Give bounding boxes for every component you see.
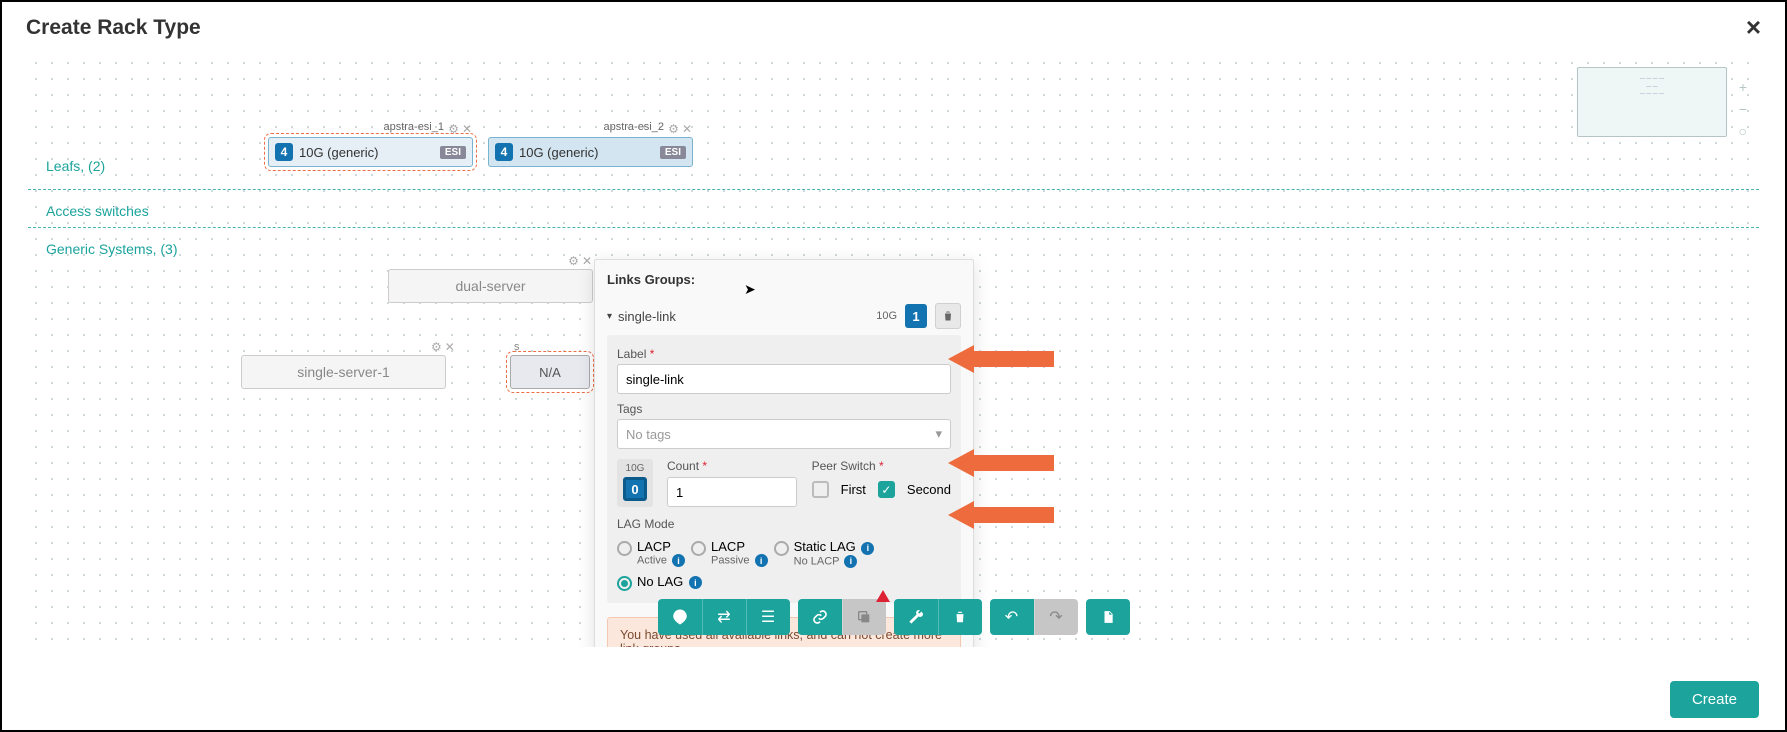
link-count-badge: 1 xyxy=(905,304,927,328)
peer-switch-caption: Peer Switch * xyxy=(812,459,951,473)
tags-placeholder: No tags xyxy=(626,427,671,442)
lag-mode-caption: LAG Mode xyxy=(617,517,951,531)
leaf-tool-button[interactable] xyxy=(658,599,702,635)
node-controls[interactable]: ⚙✕ xyxy=(568,254,592,268)
info-icon[interactable]: i xyxy=(689,576,702,589)
minimap-content: — — — — xyxy=(1586,76,1718,84)
available-links-badge: 0 xyxy=(623,477,647,501)
list-tool-button[interactable]: ☰ xyxy=(746,599,790,635)
close-icon[interactable]: ✕ xyxy=(682,122,692,136)
links-groups-popover: Links Groups: ▾ single-link 10G 1 Label … xyxy=(594,259,974,647)
bottom-toolbar: ⇄ ☰ ↶ ↷ xyxy=(658,599,1130,635)
document-tool-button[interactable] xyxy=(1086,599,1130,635)
callout-arrow xyxy=(948,345,1054,373)
close-icon[interactable]: ✕ xyxy=(582,254,592,268)
leaf-title: apstra-esi_1 xyxy=(383,121,444,133)
info-icon[interactable]: i xyxy=(844,555,857,568)
canvas[interactable]: Leafs, (2) Access switches Generic Syste… xyxy=(28,55,1759,647)
zoom-reset-button[interactable]: ○ xyxy=(1739,123,1747,139)
tags-select[interactable]: No tags ▾ xyxy=(617,419,951,449)
minimap-content: — — — — xyxy=(1586,91,1718,99)
label-input[interactable] xyxy=(617,364,951,394)
port-count-badge: 4 xyxy=(495,143,513,161)
info-icon[interactable]: i xyxy=(672,554,685,567)
node-controls[interactable]: ⚙✕ xyxy=(448,122,472,136)
generic-system-single-server[interactable]: single-server-1 xyxy=(241,355,446,389)
link-group-form: Label * Tags No tags ▾ 10G 0 Count * Pee… xyxy=(607,335,961,603)
count-caption: Count * xyxy=(667,459,798,473)
section-access-label: Access switches xyxy=(46,203,149,219)
popover-title: Links Groups: xyxy=(607,272,961,287)
alert-icon xyxy=(876,590,890,602)
link-group-name: single-link xyxy=(618,309,676,324)
section-generics-label: Generic Systems, (3) xyxy=(46,241,177,257)
esi-badge: ESI xyxy=(440,146,466,159)
link-group-header[interactable]: ▾ single-link xyxy=(607,309,676,324)
node-label: N/A xyxy=(539,365,561,380)
info-icon[interactable]: i xyxy=(755,554,768,567)
zoom-out-button[interactable]: − xyxy=(1739,101,1747,117)
wrench-tool-button[interactable] xyxy=(894,599,938,635)
undo-button[interactable]: ↶ xyxy=(990,599,1034,635)
minimap-content: — — xyxy=(1586,84,1718,92)
close-icon[interactable]: ✕ xyxy=(462,122,472,136)
node-controls[interactable]: ⚙✕ xyxy=(431,340,455,354)
partial-label: s xyxy=(514,341,520,353)
delete-group-button[interactable] xyxy=(935,303,961,329)
lag-static[interactable]: Static LAG iNo LACP i xyxy=(774,539,875,568)
leaf-node-2[interactable]: apstra-esi_2 ⚙✕ 4 10G (generic) ESI xyxy=(488,137,693,167)
zoom-in-button[interactable]: + xyxy=(1739,79,1747,95)
leaf-node-1[interactable]: apstra-esi_1 ⚙✕ 4 10G (generic) ESI xyxy=(268,137,473,167)
leaf-speed: 10G (generic) xyxy=(299,145,434,160)
caret-down-icon: ▾ xyxy=(607,311,612,322)
node-label: single-server-1 xyxy=(297,364,390,380)
swap-tool-button[interactable]: ⇄ xyxy=(702,599,746,635)
label-field-caption: Label * xyxy=(617,347,951,361)
count-input[interactable] xyxy=(667,477,797,507)
minimap[interactable]: — — — — — — — — — — xyxy=(1577,67,1727,137)
peer-first-checkbox[interactable] xyxy=(812,481,829,498)
tags-field-caption: Tags xyxy=(617,402,951,416)
create-button[interactable]: Create xyxy=(1670,681,1759,718)
leaf-title: apstra-esi_2 xyxy=(603,121,664,133)
gear-icon[interactable]: ⚙ xyxy=(568,254,579,268)
delete-tool-button[interactable] xyxy=(938,599,982,635)
close-icon[interactable]: ✕ xyxy=(445,340,455,354)
generic-system-dual-server[interactable]: ⚙✕ dual-server xyxy=(388,269,593,303)
peer-first-label: First xyxy=(841,482,866,497)
gear-icon[interactable]: ⚙ xyxy=(448,122,459,136)
link-speed-hint: 10G xyxy=(876,310,897,322)
peer-second-label: Second xyxy=(907,482,951,497)
speed-badge-zone[interactable]: 10G 0 xyxy=(617,459,653,507)
esi-badge: ESI xyxy=(660,146,686,159)
callout-arrow xyxy=(948,449,1054,477)
section-leafs-label: Leafs, (2) xyxy=(46,158,105,174)
node-controls[interactable]: ⚙✕ xyxy=(668,122,692,136)
callout-arrow xyxy=(948,501,1054,529)
section-divider xyxy=(28,189,1759,190)
section-divider xyxy=(28,227,1759,228)
port-count-badge: 4 xyxy=(275,143,293,161)
na-node[interactable]: ⚙✕ s N/A xyxy=(510,355,590,389)
copy-tool-button[interactable] xyxy=(842,599,886,635)
page-title: Create Rack Type xyxy=(26,16,201,40)
lag-no-lag[interactable]: No LAG i xyxy=(617,574,702,591)
gear-icon[interactable]: ⚙ xyxy=(431,340,442,354)
peer-second-checkbox[interactable]: ✓ xyxy=(878,481,895,498)
chevron-down-icon: ▾ xyxy=(935,426,942,442)
lag-lacp-active[interactable]: LACPActive i xyxy=(617,539,685,568)
node-label: dual-server xyxy=(455,278,525,294)
leaf-speed: 10G (generic) xyxy=(519,145,654,160)
gear-icon[interactable]: ⚙ xyxy=(668,122,679,136)
redo-button[interactable]: ↷ xyxy=(1034,599,1078,635)
speed-hint: 10G xyxy=(626,463,645,474)
close-icon[interactable]: × xyxy=(1746,12,1761,43)
lag-lacp-passive[interactable]: LACPPassive i xyxy=(691,539,768,568)
info-icon[interactable]: i xyxy=(861,542,874,555)
mouse-cursor-icon: ➤ xyxy=(744,281,756,298)
link-tool-button[interactable] xyxy=(798,599,842,635)
